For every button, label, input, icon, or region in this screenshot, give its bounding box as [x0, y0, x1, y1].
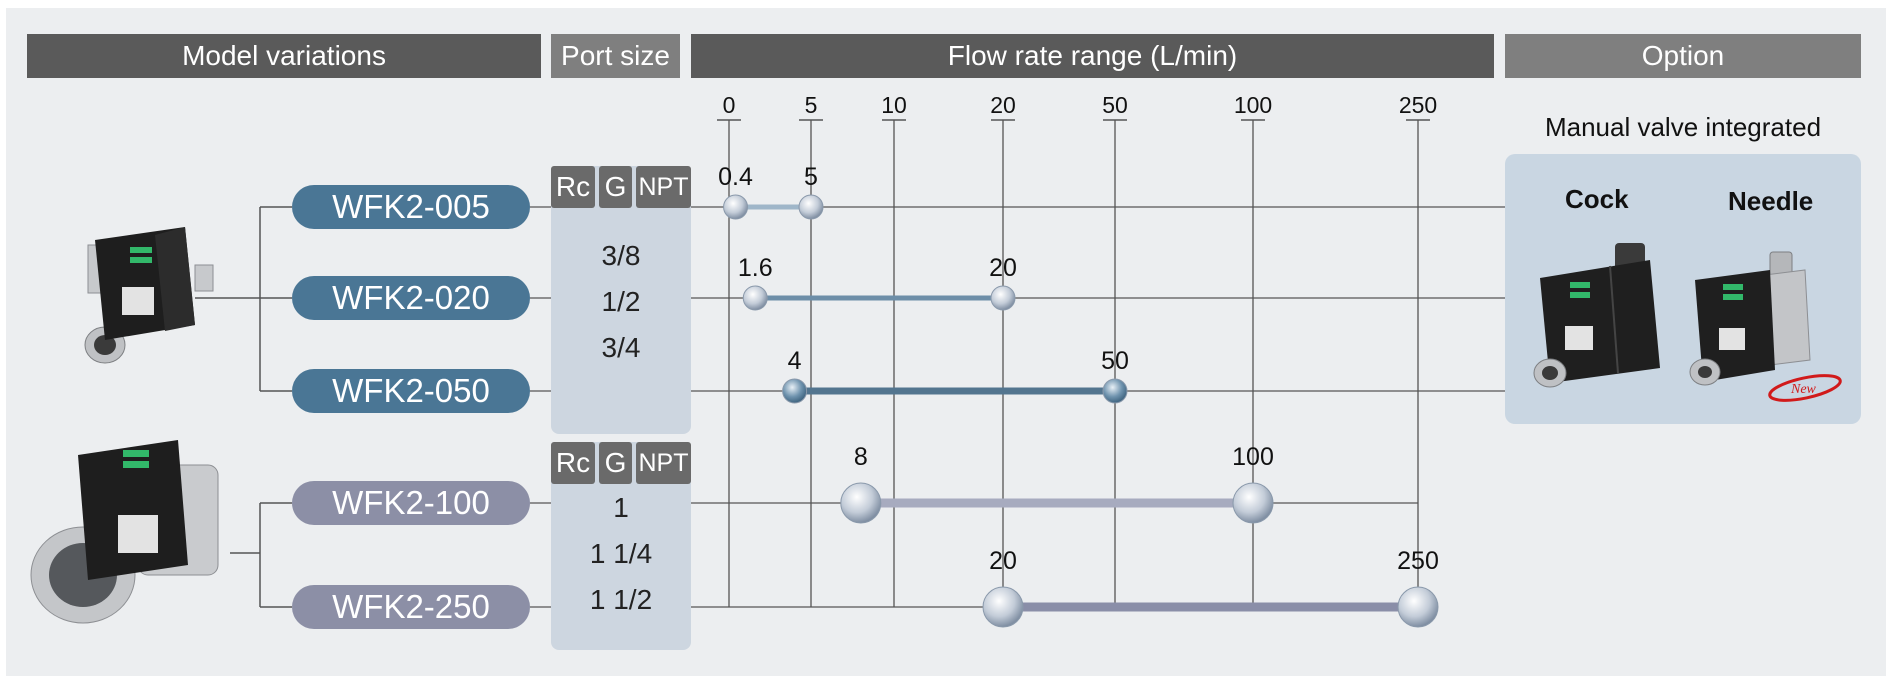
flow-min-dot: [742, 285, 768, 311]
flow-max-dot: [1232, 482, 1274, 524]
flow-max-label: 50: [1101, 347, 1129, 375]
option-cock-image: [1533, 243, 1660, 388]
flow-max-label: 100: [1232, 443, 1274, 471]
label-plate-icon: [122, 287, 154, 315]
tick-label: 100: [1233, 92, 1273, 118]
flow-max-dot: [1102, 378, 1128, 404]
option-needle-label: Needle: [1728, 186, 1814, 216]
tick-label: 10: [881, 92, 907, 118]
port-standard-rc: Rc: [551, 442, 595, 484]
flow-range-bars: [723, 194, 1439, 628]
header-model-variations: Model variations: [27, 34, 541, 78]
model-wfk2-020: WFK2-020: [292, 276, 530, 320]
tick-label: 5: [804, 92, 818, 118]
model-wfk2-005: WFK2-005: [292, 185, 530, 229]
new-badge-text: New: [1790, 382, 1817, 397]
port-standard-rc: Rc: [551, 166, 595, 208]
option-cock-label: Cock: [1565, 184, 1629, 214]
large-display-led-icon: [123, 450, 149, 457]
cock-led-icon: [1570, 282, 1590, 288]
flow-min-label: 20: [989, 547, 1017, 575]
port-hole-icon: [94, 335, 116, 355]
flow-max-label: 250: [1397, 547, 1439, 575]
flow-min-label: 1.6: [737, 254, 773, 282]
needle-sensor-body-icon: [1695, 270, 1775, 382]
flow-max-dot: [1397, 586, 1439, 628]
port-standard-npt: NPT: [636, 166, 691, 208]
flow-max-dot: [798, 194, 824, 220]
port-size-value: 3/8: [601, 240, 641, 271]
flow-min-dot: [840, 482, 882, 524]
new-badge-icon: New: [1768, 374, 1842, 402]
tick-label: 250: [1398, 92, 1438, 118]
flow-min-label: 8: [853, 443, 868, 471]
tick-label: 50: [1102, 92, 1128, 118]
flow-min-dot: [782, 378, 808, 404]
port-size-value: 1 1/2: [589, 584, 653, 615]
port-size-value: 3/4: [601, 332, 641, 363]
model-wfk2-050: WFK2-050: [292, 369, 530, 413]
header-port-size: Port size: [551, 34, 680, 78]
flow-grid: [717, 119, 1430, 607]
large-sensor-body-icon: [78, 440, 188, 580]
tick-label: 0: [722, 92, 736, 118]
port-size-value: 1/2: [601, 286, 641, 317]
flow-min-label: 4: [787, 347, 802, 375]
tick-label: 20: [990, 92, 1016, 118]
flow-max-label: 20: [989, 254, 1017, 282]
model-wfk2-250: WFK2-250: [292, 585, 530, 629]
large-label-plate-icon: [118, 515, 158, 553]
needle-led-icon: [1723, 284, 1743, 290]
header-flow-rate: Flow rate range (L/min): [691, 34, 1494, 78]
port-standard-g: G: [599, 442, 632, 484]
option-needle-image: New: [1689, 251, 1842, 402]
display-led-icon: [130, 247, 152, 253]
flow-min-dot: [723, 194, 749, 220]
flow-min-label: 0.4: [718, 163, 753, 191]
port-standard-npt: NPT: [636, 442, 691, 484]
port-size-group-1: Rc G NPT 3/8 1/2 3/4: [551, 166, 691, 434]
option-title: Manual valve integrated: [1544, 112, 1822, 142]
product-image-large: [30, 440, 219, 624]
model-wfk2-100: WFK2-100: [292, 481, 530, 525]
port-size-value: 1: [613, 492, 629, 523]
header-option: Option: [1505, 34, 1861, 78]
connector-lines: [195, 206, 292, 608]
port-standard-g: G: [599, 166, 632, 208]
cock-valve-body-icon: [1540, 260, 1660, 383]
flow-min-dot: [982, 586, 1024, 628]
port-size-value: 1 1/4: [589, 538, 653, 569]
flow-max-label: 5: [804, 163, 818, 191]
port-size-group-2: Rc G NPT 1 1 1/4 1 1/2: [551, 442, 691, 650]
product-image-small: [84, 227, 214, 364]
flow-max-dot: [990, 285, 1016, 311]
